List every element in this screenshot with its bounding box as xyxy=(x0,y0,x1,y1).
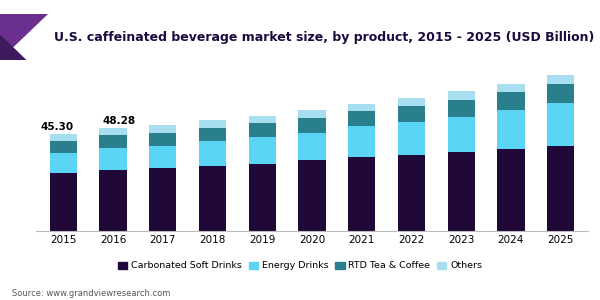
Bar xyxy=(448,100,475,117)
Bar xyxy=(248,116,276,123)
Bar xyxy=(248,123,276,137)
Bar xyxy=(497,83,524,92)
Bar xyxy=(547,75,574,83)
Bar xyxy=(248,137,276,164)
Bar xyxy=(497,92,524,110)
Polygon shape xyxy=(0,34,26,60)
Bar xyxy=(398,98,425,106)
Bar xyxy=(448,117,475,152)
Bar xyxy=(298,160,326,231)
Text: U.S. caffeinated beverage market size, by product, 2015 - 2025 (USD Billion): U.S. caffeinated beverage market size, b… xyxy=(54,31,595,44)
Bar xyxy=(547,146,574,231)
Bar xyxy=(497,110,524,149)
Bar xyxy=(547,83,574,103)
Bar xyxy=(149,125,176,133)
Bar xyxy=(348,126,376,157)
Bar xyxy=(398,155,425,231)
Bar xyxy=(497,149,524,231)
Bar xyxy=(248,164,276,231)
Text: 48.28: 48.28 xyxy=(103,116,136,126)
Bar xyxy=(50,153,77,173)
Bar xyxy=(448,152,475,231)
Bar xyxy=(100,128,127,135)
Bar xyxy=(348,111,376,126)
Bar xyxy=(547,103,574,146)
Bar xyxy=(100,170,127,231)
Bar xyxy=(149,133,176,146)
Bar xyxy=(398,106,425,122)
Bar xyxy=(199,128,226,141)
Bar xyxy=(100,148,127,170)
Bar xyxy=(199,120,226,128)
Bar xyxy=(398,122,425,155)
Bar xyxy=(199,141,226,166)
Bar xyxy=(100,135,127,148)
Bar xyxy=(149,146,176,168)
Bar xyxy=(50,141,77,153)
Bar xyxy=(298,110,326,118)
Text: 45.30: 45.30 xyxy=(41,122,74,133)
Bar xyxy=(298,118,326,133)
Legend: Carbonated Soft Drinks, Energy Drinks, RTD Tea & Coffee, Others: Carbonated Soft Drinks, Energy Drinks, R… xyxy=(114,258,486,274)
Bar xyxy=(149,168,176,231)
Text: Source: www.grandviewresearch.com: Source: www.grandviewresearch.com xyxy=(12,290,170,298)
Bar xyxy=(348,104,376,111)
Bar xyxy=(50,173,77,231)
Bar xyxy=(50,134,77,141)
Bar xyxy=(298,133,326,160)
Bar xyxy=(448,91,475,100)
Bar xyxy=(199,166,226,231)
Polygon shape xyxy=(0,14,48,60)
Bar xyxy=(348,157,376,231)
